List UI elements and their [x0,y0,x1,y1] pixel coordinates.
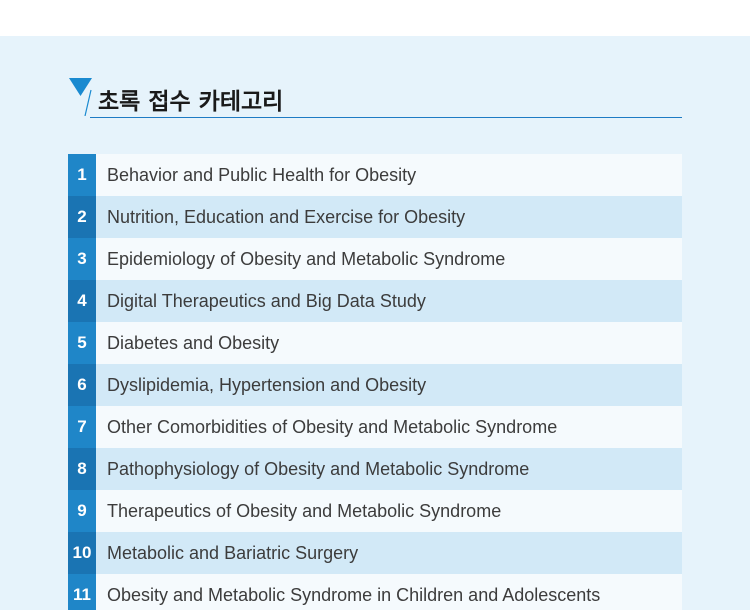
item-label: Obesity and Metabolic Syndrome in Childr… [107,584,601,605]
list-item: 8 Pathophysiology of Obesity and Metabol… [68,448,682,490]
item-number: 2 [68,196,96,238]
list-item: 9 Therapeutics of Obesity and Metabolic … [68,490,682,532]
item-number: 8 [68,448,96,490]
item-label: Nutrition, Education and Exercise for Ob… [107,206,466,227]
section-title: 초록 접수 카테고리 [98,89,284,115]
item-number: 3 [68,238,96,280]
list-item: 6 Dyslipidemia, Hypertension and Obesity [68,364,682,406]
list-item: 11 Obesity and Metabolic Syndrome in Chi… [68,574,682,610]
item-number: 1 [68,154,96,196]
item-number: 7 [68,406,96,448]
list-item: 7 Other Comorbidities of Obesity and Met… [68,406,682,448]
item-number: 9 [68,490,96,532]
item-number: 4 [68,280,96,322]
item-label: Dyslipidemia, Hypertension and Obesity [107,374,427,395]
item-label: Other Comorbidities of Obesity and Metab… [107,416,558,437]
list-item: 10 Metabolic and Bariatric Surgery [68,532,682,574]
item-number: 5 [68,322,96,364]
list-item: 4 Digital Therapeutics and Big Data Stud… [68,280,682,322]
item-label: Metabolic and Bariatric Surgery [107,542,359,563]
item-label: Digital Therapeutics and Big Data Study [107,290,426,311]
item-label: Behavior and Public Health for Obesity [107,164,417,185]
heading-divider [90,117,682,118]
section-heading: 초록 접수 카테고리 [68,76,682,118]
item-label: Pathophysiology of Obesity and Metabolic… [107,458,530,479]
item-number: 10 [68,532,96,574]
triangle-slash-icon [69,78,92,116]
category-list: 1 Behavior and Public Health for Obesity… [68,154,682,610]
item-label: Therapeutics of Obesity and Metabolic Sy… [107,500,502,521]
item-number: 11 [68,574,96,610]
list-item: 2 Nutrition, Education and Exercise for … [68,196,682,238]
category-panel: 초록 접수 카테고리 1 Behavior and Public Health … [0,36,750,610]
item-label: Epidemiology of Obesity and Metabolic Sy… [107,248,506,269]
item-label: Diabetes and Obesity [107,332,280,353]
list-item: 3 Epidemiology of Obesity and Metabolic … [68,238,682,280]
list-item: 5 Diabetes and Obesity [68,322,682,364]
list-item: 1 Behavior and Public Health for Obesity [68,154,682,196]
item-number: 6 [68,364,96,406]
